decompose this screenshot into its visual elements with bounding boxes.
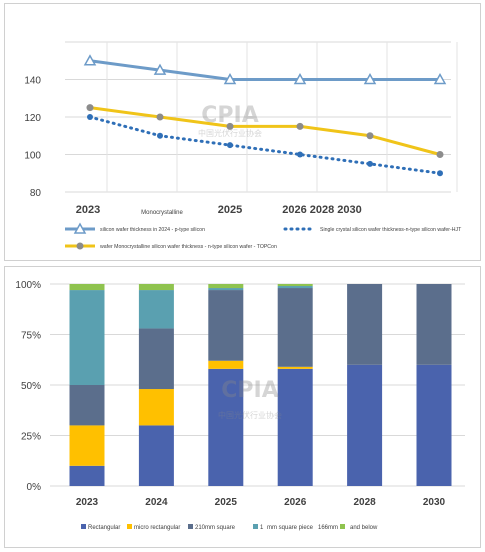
bar-segment (208, 368, 244, 486)
y-tick-label: 0% (27, 482, 42, 493)
legend-marker (76, 242, 84, 250)
legend-label: micro rectangular (134, 525, 180, 531)
data-point (437, 170, 443, 177)
data-point (153, 63, 167, 75)
legend-label: and below (350, 525, 378, 531)
legend-label: 210mm square (195, 525, 236, 531)
y-tick-label: 140 (24, 76, 41, 87)
x-tick-label: Monocrystalline (141, 210, 183, 216)
x-tick-label: 2028 (353, 497, 376, 508)
legend-label: Single crystal silicon wafer thickness-n… (320, 227, 462, 233)
watermark-subtext: 中国光伏行业协会 (198, 128, 262, 138)
series-line-1 (88, 115, 442, 175)
data-point (293, 72, 307, 85)
data-point (297, 151, 303, 158)
legend-marker (73, 222, 87, 234)
x-tick-label: 2023 (76, 497, 99, 508)
data-point (157, 132, 163, 139)
x-tick-label: 2024 (145, 497, 168, 508)
legend-label: wafer Monocrystalline silicon wafer thic… (100, 244, 277, 250)
data-point (436, 151, 444, 158)
bar-segment (416, 284, 452, 365)
bar-segment (277, 286, 313, 289)
series-line-2 (89, 106, 441, 156)
bar-segment (69, 425, 105, 466)
bar-segment (138, 425, 174, 486)
legend-label: Rectangular (88, 525, 120, 531)
y-tick-label: 75% (21, 331, 41, 342)
legend-swatch (127, 524, 132, 529)
data-point (83, 54, 97, 66)
bar-segment (277, 368, 313, 486)
legend-label: 166mm (318, 525, 338, 531)
bar-segment (208, 284, 244, 289)
bar-segment (208, 360, 244, 369)
y-tick-label: 25% (21, 432, 41, 443)
bar-segment (277, 366, 313, 369)
y-tick-label: 100 (24, 151, 41, 162)
bar-segment (69, 465, 105, 486)
bar-segment (208, 290, 244, 361)
data-point (296, 122, 304, 130)
x-tick-label: 2026 (284, 497, 307, 508)
bar-segment (69, 284, 105, 291)
data-point (367, 160, 373, 167)
legend-swatch (81, 524, 86, 529)
bar-segment (416, 364, 452, 486)
data-point (363, 72, 377, 85)
y-tick-label: 120 (24, 113, 41, 124)
bar-segment (69, 290, 105, 385)
y-tick-label: 100% (15, 280, 41, 291)
bar-segment (208, 288, 244, 291)
bar-segment (69, 385, 105, 426)
bar-segment (347, 284, 383, 365)
legend-label: mm square piece (267, 525, 314, 531)
legend-label: 1 (260, 525, 264, 531)
y-tick-label: 50% (21, 381, 41, 392)
data-point (156, 113, 164, 121)
legend-label: silicon wafer thickness in 2024 - p-type… (100, 227, 205, 233)
data-point (87, 114, 93, 120)
legend-swatch (253, 524, 258, 529)
x-tick-label: 2030 (423, 497, 446, 508)
stacked-bar-chart: 0% 25% 50% 75% 100% 2023 2024 2025 2026 2028 2030 C… (15, 280, 465, 531)
bar-segment (277, 288, 313, 367)
data-point (227, 142, 233, 149)
series-line-0 (89, 59, 440, 81)
bar-segment (138, 284, 174, 291)
bar-segment (138, 328, 174, 390)
data-point (223, 72, 237, 85)
watermark-subtext: 中国光伏行业协会 (218, 410, 282, 420)
data-point (86, 104, 94, 112)
data-point (433, 72, 447, 85)
stacked-bar-chart-panel: 0% 25% 50% 75% 100% 2023 2024 2025 2026 2028 2030 C… (4, 266, 481, 548)
line-chart-panel: 80 100 120 140 CPIA 中国光伏行业协会 2023 Monocrystalli… (4, 3, 481, 261)
watermark-logo-text: CPIA (221, 378, 278, 403)
x-tick-label: 2025 (218, 204, 242, 216)
bar-segment (277, 284, 313, 287)
x-tick-label: 2026 2028 2030 (282, 204, 362, 216)
bar-segment (347, 364, 383, 486)
data-point (226, 122, 234, 130)
bar-segment (138, 389, 174, 426)
legend-swatch (188, 524, 193, 529)
y-tick-label: 80 (30, 188, 42, 199)
x-tick-label: 2023 (76, 204, 100, 216)
legend-swatch (340, 524, 345, 529)
data-point (366, 132, 374, 140)
bar-segment (138, 290, 174, 329)
x-tick-label: 2025 (215, 497, 238, 508)
